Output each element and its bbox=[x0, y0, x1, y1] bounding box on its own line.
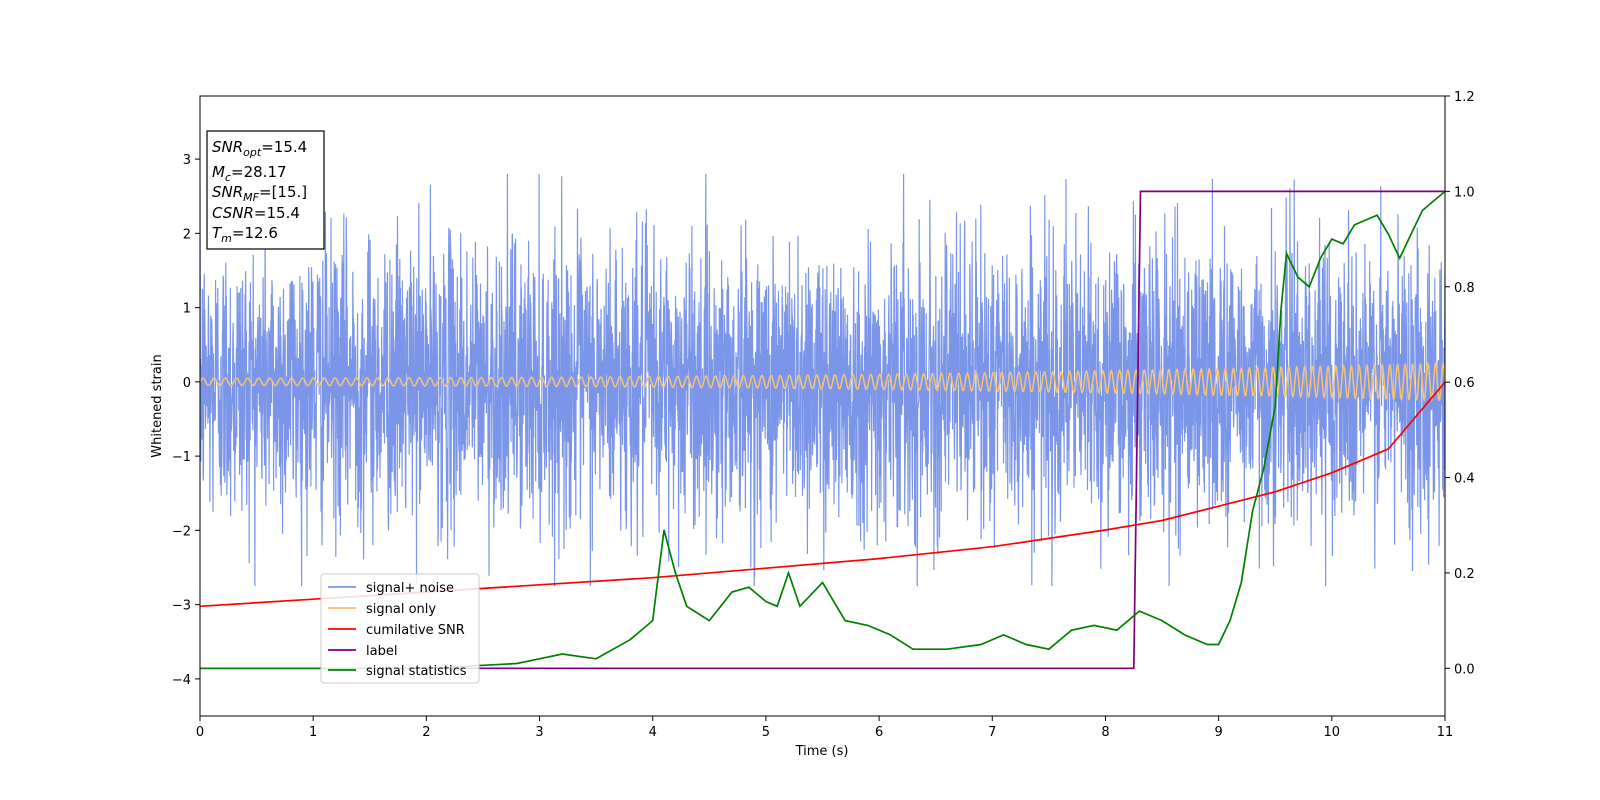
legend-frame bbox=[320, 573, 480, 684]
x-tick-label: 0 bbox=[196, 725, 204, 740]
x-tick-label: 3 bbox=[535, 725, 543, 740]
y-axis-left: −4 −3 −2 −1 0 1 2 3 bbox=[172, 153, 200, 688]
x-tick-label: 5 bbox=[762, 725, 770, 740]
legend: signal+ noise signal only cumilative SNR la… bbox=[320, 573, 480, 684]
y-left-tick-label: −2 bbox=[172, 524, 191, 539]
series-line-signal-only bbox=[200, 361, 1445, 403]
info-box-line: SNRMF=[15.] bbox=[212, 183, 307, 204]
legend-label: signal statistics bbox=[366, 664, 467, 679]
legend-label: signal+ noise bbox=[366, 581, 454, 596]
y-axis-label: Whitened strain bbox=[150, 354, 165, 457]
y-right-tick-label: 0.8 bbox=[1454, 281, 1475, 296]
info-box-frame bbox=[206, 130, 325, 250]
y-axis-right: 0.0 0.2 0.4 0.6 0.8 1.0 1.2 bbox=[1445, 90, 1475, 677]
info-box-line: Tm=12.6 bbox=[212, 224, 278, 245]
x-tick-label: 7 bbox=[988, 725, 996, 740]
x-tick-label: 1 bbox=[309, 725, 317, 740]
series-line-signal-statistics bbox=[200, 190, 1445, 670]
y-left-tick-label: 3 bbox=[183, 153, 191, 168]
y-right-tick-label: 0.0 bbox=[1454, 662, 1475, 677]
y-left-tick-label: −3 bbox=[172, 599, 191, 614]
y-left-tick-label: −1 bbox=[172, 450, 191, 465]
info-box-line: SNRopt=15.4 bbox=[212, 138, 307, 159]
x-axis: 0 1 2 3 4 5 6 7 8 9 10 11 bbox=[196, 716, 1453, 740]
x-tick-label: 2 bbox=[422, 725, 430, 740]
info-box-line: Mc=28.17 bbox=[212, 163, 287, 184]
y-left-tick-label: 2 bbox=[183, 227, 191, 242]
x-tick-label: 6 bbox=[875, 725, 883, 740]
y-left-tick-label: 1 bbox=[183, 302, 191, 317]
y-left-tick-label: −4 bbox=[172, 673, 191, 688]
info-box-line: CSNR=15.4 bbox=[212, 204, 300, 222]
legend-label: cumilative SNR bbox=[366, 623, 465, 638]
series-line-label bbox=[200, 190, 1445, 670]
y-left-tick-label: 0 bbox=[183, 376, 191, 391]
x-tick-label: 10 bbox=[1324, 725, 1341, 740]
x-tick-label: 9 bbox=[1214, 725, 1222, 740]
x-tick-label: 11 bbox=[1437, 725, 1454, 740]
legend-label: signal only bbox=[366, 602, 436, 617]
y-right-tick-label: 0.6 bbox=[1454, 376, 1475, 391]
y-right-tick-label: 1.2 bbox=[1454, 90, 1475, 105]
legend-label: label bbox=[366, 644, 397, 659]
plot-frame bbox=[199, 95, 1446, 717]
x-tick-label: 4 bbox=[649, 725, 657, 740]
x-axis-label: Time (s) bbox=[795, 744, 849, 759]
series-line-signal-noise bbox=[200, 173, 1445, 587]
y-right-tick-label: 0.2 bbox=[1454, 567, 1475, 582]
x-tick-label: 8 bbox=[1101, 725, 1109, 740]
y-right-tick-label: 1.0 bbox=[1454, 185, 1475, 200]
y-right-tick-label: 0.4 bbox=[1454, 472, 1475, 487]
